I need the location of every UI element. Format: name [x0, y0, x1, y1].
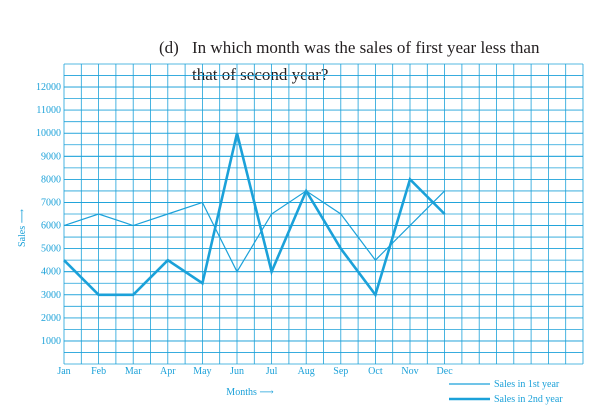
x-tick-label: Dec — [437, 366, 454, 377]
data-line — [63, 132, 446, 298]
x-tick-label: Nov — [401, 366, 418, 377]
x-tick-label: Jan — [57, 366, 70, 377]
x-tick-label: Feb — [91, 366, 106, 377]
y-tick-label: 4000 — [41, 267, 61, 278]
question-line: In which month was the sales of first ye… — [192, 38, 540, 57]
x-tick-label: Oct — [368, 366, 383, 377]
legend-label: Sales in 2nd year — [494, 394, 563, 405]
x-tick-label: May — [193, 366, 211, 377]
y-tick-label: 8000 — [41, 174, 61, 185]
x-tick-label: Aug — [298, 366, 315, 377]
question-label: (d) — [159, 38, 179, 57]
y-tick-label: 7000 — [41, 197, 61, 208]
y-tick-label: 9000 — [41, 151, 61, 162]
y-tick-label: 11000 — [36, 105, 61, 116]
y-tick-label: 5000 — [41, 244, 61, 255]
data-line — [63, 190, 446, 273]
x-tick-label: Apr — [160, 366, 176, 377]
x-tick-label: Jul — [266, 366, 278, 377]
y-tick-label: 1000 — [41, 336, 61, 347]
y-tick-label: 12000 — [36, 82, 61, 93]
y-axis-label: Sales ⟶ — [17, 209, 28, 247]
x-axis-label: Months ⟶ — [226, 387, 273, 398]
y-tick-label: 10000 — [36, 128, 61, 139]
x-tick-label: Jun — [230, 366, 244, 377]
x-tick-label: Sep — [333, 366, 348, 377]
legend-label: Sales in 1st year — [494, 379, 560, 390]
question-line: that of second year? — [192, 65, 328, 84]
y-tick-label: 2000 — [41, 313, 61, 324]
x-tick-label: Mar — [125, 366, 142, 377]
y-tick-label: 3000 — [41, 290, 61, 301]
y-tick-label: 6000 — [41, 221, 61, 232]
